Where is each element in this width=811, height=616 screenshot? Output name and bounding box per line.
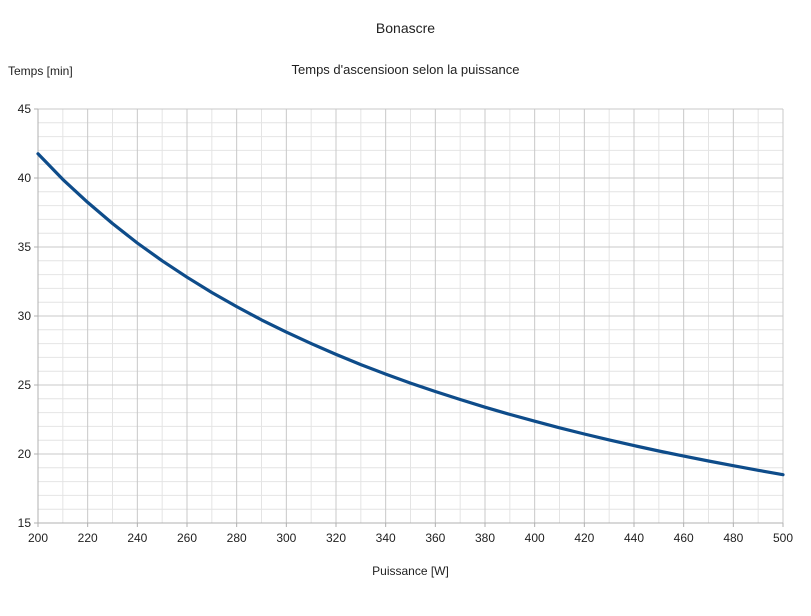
svg-text:220: 220: [78, 531, 98, 545]
svg-text:460: 460: [674, 531, 694, 545]
series-line: [36, 152, 785, 477]
svg-text:300: 300: [276, 531, 296, 545]
svg-text:200: 200: [28, 531, 48, 545]
svg-text:500: 500: [773, 531, 793, 545]
y-tick-labels: 15 20 25 30 35 40 45: [18, 102, 32, 530]
svg-text:35: 35: [18, 240, 32, 254]
svg-text:480: 480: [723, 531, 743, 545]
tick-marks: [34, 108, 784, 527]
svg-text:240: 240: [127, 531, 147, 545]
svg-text:340: 340: [376, 531, 396, 545]
x-axis-title: Puissance [W]: [372, 564, 449, 578]
svg-text:320: 320: [326, 531, 346, 545]
svg-text:440: 440: [624, 531, 644, 545]
y-axis-title: Temps [min]: [8, 64, 73, 78]
svg-text:400: 400: [525, 531, 545, 545]
svg-text:360: 360: [425, 531, 445, 545]
chart-title: Bonascre: [375, 20, 436, 36]
svg-text:260: 260: [177, 531, 197, 545]
svg-text:15: 15: [18, 516, 32, 530]
svg-text:280: 280: [227, 531, 247, 545]
svg-text:30: 30: [18, 309, 32, 323]
x-tick-labels: 200 220 240 260 280 300 320 340 360 380 400 420 440 4…: [28, 531, 793, 545]
svg-text:25: 25: [18, 378, 32, 392]
svg-text:380: 380: [475, 531, 495, 545]
chart-subtitle: Temps d'ascensioon selon la puissance: [291, 62, 520, 77]
svg-text:40: 40: [18, 171, 32, 185]
svg-text:420: 420: [574, 531, 594, 545]
svg-text:20: 20: [18, 447, 32, 461]
svg-text:45: 45: [18, 102, 32, 116]
